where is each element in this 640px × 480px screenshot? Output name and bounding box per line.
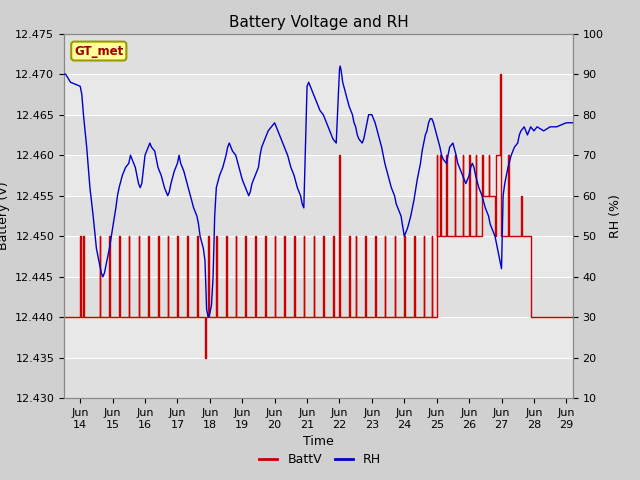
Bar [64, 196, 573, 236]
Y-axis label: RH (%): RH (%) [609, 194, 622, 238]
Bar [64, 277, 573, 317]
Text: GT_met: GT_met [74, 45, 124, 58]
Y-axis label: Battery (V): Battery (V) [0, 182, 10, 250]
Bar [64, 34, 573, 74]
Legend: BattV, RH: BattV, RH [253, 448, 387, 471]
Bar [64, 115, 573, 155]
X-axis label: Time: Time [303, 435, 334, 448]
Bar [64, 358, 573, 398]
Title: Battery Voltage and RH: Battery Voltage and RH [228, 15, 408, 30]
